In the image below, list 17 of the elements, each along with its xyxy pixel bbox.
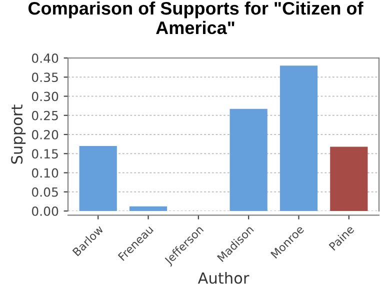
y-tick-label: 0.15 (32, 149, 58, 159)
y-tick-label: 0.40 (32, 53, 58, 63)
bar (230, 108, 268, 211)
y-tick-label: 0.20 (32, 130, 58, 140)
y-tick-label: 0.25 (32, 110, 58, 120)
bar (280, 66, 318, 211)
bar (129, 206, 168, 211)
y-tick-label: 0.05 (32, 187, 58, 197)
bar (330, 146, 368, 211)
bar (79, 146, 117, 211)
y-tick-label: 0.35 (32, 72, 58, 82)
y-tick-label: 0.10 (32, 168, 58, 178)
y-tick-label: 0.00 (32, 206, 58, 216)
x-axis-title: Author (198, 272, 250, 284)
chart-title: Comparison of Supports for "Citizen of America" (28, 1, 364, 34)
y-tick-label: 0.30 (32, 92, 58, 102)
y-axis-title: Support (11, 104, 26, 164)
